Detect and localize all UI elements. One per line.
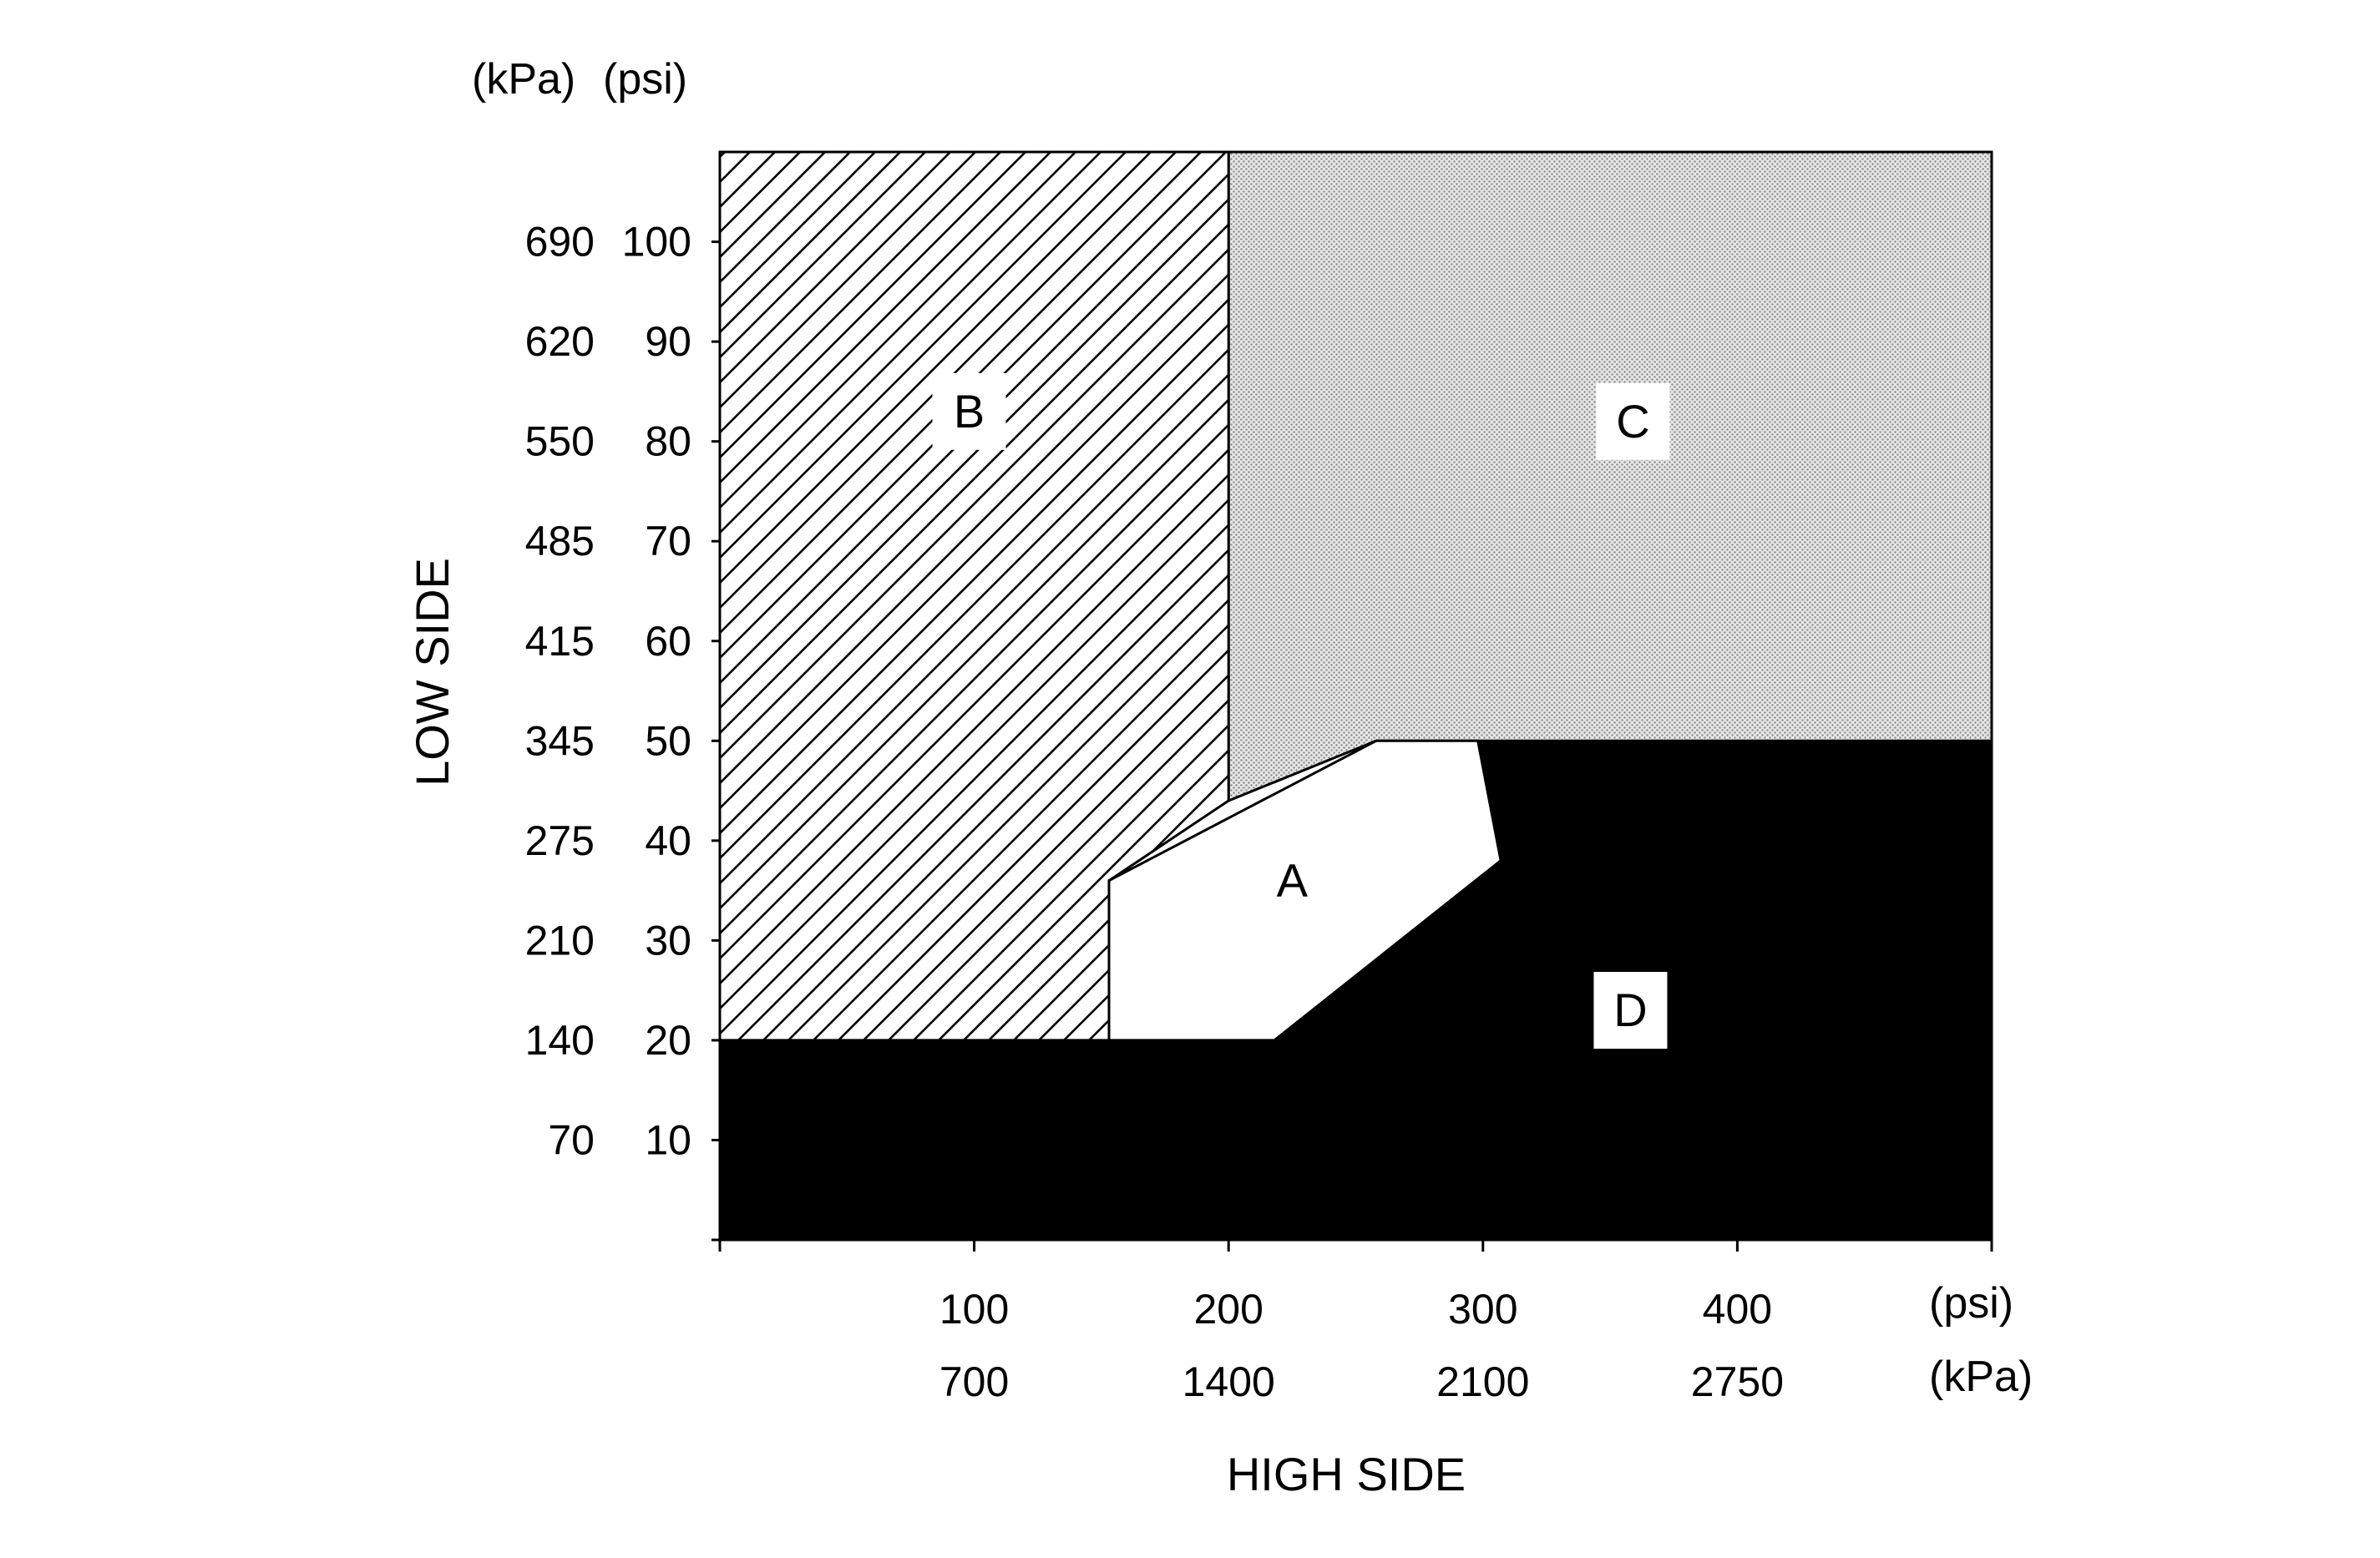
region-c-area — [1227, 150, 1993, 803]
region-label-box — [1255, 842, 1329, 919]
region-label-a: A — [1255, 842, 1329, 919]
region-label-box — [1596, 382, 1670, 460]
y-tick-label-kpa: 415 — [525, 618, 595, 665]
y-tick-label-kpa: 210 — [525, 917, 595, 964]
y-tick-label-psi: 30 — [645, 917, 691, 964]
y-tick-label-psi: 50 — [645, 717, 691, 764]
y-tick-label-kpa: 690 — [525, 219, 595, 266]
x-axis-title: HIGH SIDE — [1227, 1448, 1466, 1500]
region-label-text: D — [1613, 984, 1647, 1036]
y-tick-label-kpa: 620 — [525, 318, 595, 365]
y-tick-label-psi: 70 — [645, 518, 691, 564]
y-tick-label-kpa: 140 — [525, 1017, 595, 1064]
y-tick-label-psi: 90 — [645, 318, 691, 365]
region-label-box — [932, 372, 1006, 450]
x-tick-label-psi: 200 — [1193, 1286, 1263, 1333]
y-unit-kpa-label: (kPa) — [472, 55, 575, 104]
region-label-text: A — [1277, 854, 1309, 907]
y-tick-label-psi: 100 — [622, 219, 691, 266]
x-tick-label-psi: 300 — [1448, 1286, 1517, 1333]
region-label-box — [1593, 972, 1668, 1050]
region-label-c: C — [1596, 382, 1670, 460]
region-label-text: B — [954, 385, 985, 438]
y-tick-label-psi: 60 — [645, 618, 691, 665]
region-label-b: B — [932, 372, 1006, 450]
x-unit-kpa-label: (kPa) — [1929, 1353, 2033, 1401]
y-tick-label-psi: 20 — [645, 1017, 691, 1064]
y-tick-label-psi: 10 — [645, 1116, 691, 1163]
y-tick-label-kpa: 70 — [548, 1116, 595, 1163]
y-tick-label-psi: 40 — [645, 817, 691, 864]
x-unit-psi-label: (psi) — [1929, 1279, 2013, 1328]
y-tick-label-kpa: 275 — [525, 817, 595, 864]
region-label-d: D — [1593, 972, 1668, 1050]
regions-layer — [718, 150, 1993, 1242]
y-tick-label-psi: 80 — [645, 418, 691, 465]
y-axis-title: LOW SIDE — [406, 558, 458, 787]
y-unit-psi-label: (psi) — [603, 55, 687, 104]
y-tick-label-kpa: 550 — [525, 418, 595, 465]
y-tick-label-kpa: 485 — [525, 518, 595, 564]
x-tick-label-kpa: 2750 — [1691, 1358, 1784, 1405]
y-tick-label-kpa: 345 — [525, 717, 595, 764]
region-label-text: C — [1616, 395, 1649, 448]
axes-layer: 10 70 20 140 30 210 40 275 50 345 60 415 70 485 80 550 9… — [525, 150, 1993, 1405]
x-tick-label-psi: 100 — [939, 1286, 1009, 1333]
x-tick-label-kpa: 700 — [939, 1358, 1009, 1405]
x-tick-label-kpa: 2100 — [1436, 1358, 1529, 1405]
x-tick-label-psi: 400 — [1703, 1286, 1772, 1333]
region-labels-layer: A B C D — [932, 372, 1670, 1050]
x-tick-label-kpa: 1400 — [1182, 1358, 1275, 1405]
